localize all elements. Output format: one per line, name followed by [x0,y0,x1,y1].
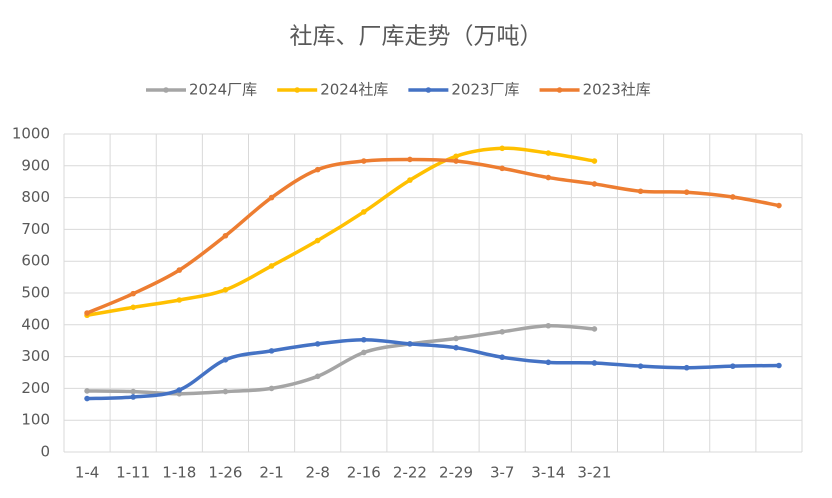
point-marker [176,267,183,273]
legend-marker [294,87,300,93]
point-marker [222,356,229,363]
y-tick-label: 400 [21,315,50,333]
point-marker [84,395,90,402]
point-marker [591,158,598,164]
x-tick-label: 1-26 [208,464,242,482]
point-marker [268,348,275,354]
legend: 2024厂库 2024社库 2023厂库 2023社库 [146,81,651,99]
legend-label: 2024社库 [320,81,388,99]
point-marker [591,326,598,332]
x-tick-label: 2-1 [259,464,284,482]
point-marker [545,359,552,366]
point-marker [84,388,90,394]
x-tick-label: 2-29 [439,464,473,482]
point-marker [130,388,136,395]
x-tick-label: 2-16 [347,464,381,482]
point-marker [84,310,90,316]
point-marker [683,189,690,195]
point-marker [222,287,229,293]
series-line [85,337,781,401]
point-marker [268,385,275,392]
legend-label: 2023社库 [583,81,651,99]
point-marker [176,297,183,303]
x-tick-label: 1-4 [75,464,100,482]
point-marker [361,336,367,343]
point-marker [776,362,782,369]
y-tick-label: 900 [21,156,50,174]
point-marker [314,341,321,347]
point-marker [545,174,552,181]
y-tick-label: 300 [21,347,50,365]
x-tick-label: 3-21 [577,464,611,482]
y-tick-label: 200 [21,379,50,397]
point-marker [776,202,782,209]
point-marker [453,158,459,164]
point-marker [130,290,136,297]
point-marker [176,387,183,393]
point-marker [361,158,367,164]
series-line [85,146,597,318]
point-marker [637,188,644,195]
x-tick-label: 1-18 [162,464,196,482]
chart-title: 社库、厂库走势（万吨） [290,24,543,50]
x-tick-label: 2-22 [393,464,427,482]
point-marker [730,194,736,200]
series-line [85,323,597,396]
y-tick-label: 800 [21,188,50,206]
legend-marker [556,87,563,93]
point-marker [407,177,413,183]
point-marker [314,237,321,244]
y-tick-label: 1000 [12,125,50,143]
point-marker [130,304,136,311]
point-marker [499,328,505,335]
point-marker [361,209,367,215]
point-marker [222,232,229,239]
y-tick-label: 700 [21,220,50,238]
point-marker [361,349,367,356]
point-marker [222,388,229,395]
legend-label: 2024厂库 [189,81,257,99]
legend-marker [163,87,169,93]
point-marker [499,354,505,361]
point-marker [407,341,413,347]
point-marker [545,322,552,329]
point-marker [591,181,598,187]
x-tick-label: 3-14 [531,464,565,482]
point-marker [453,344,459,351]
y-tick-label: 0 [40,443,50,461]
series-line [85,157,781,315]
point-marker [545,150,552,156]
point-marker [591,360,598,366]
point-marker [730,363,736,369]
point-marker [314,373,321,380]
point-marker [499,165,505,172]
point-marker [499,145,505,152]
x-tick-label: 2-8 [305,464,330,482]
point-marker [637,363,644,369]
x-tick-label: 3-7 [490,464,515,482]
point-marker [314,166,321,173]
point-marker [453,153,459,160]
x-tick-label: 1-11 [116,464,150,482]
legend-label: 2023厂库 [451,81,519,99]
point-marker [683,364,690,371]
point-marker [407,156,413,163]
y-tick-label: 100 [21,411,50,429]
point-marker [268,263,275,269]
point-marker [453,335,459,342]
y-tick-label: 600 [21,252,50,270]
y-tick-label: 500 [21,284,50,302]
point-marker [268,194,275,201]
legend-marker [425,87,432,93]
point-marker [130,394,136,400]
